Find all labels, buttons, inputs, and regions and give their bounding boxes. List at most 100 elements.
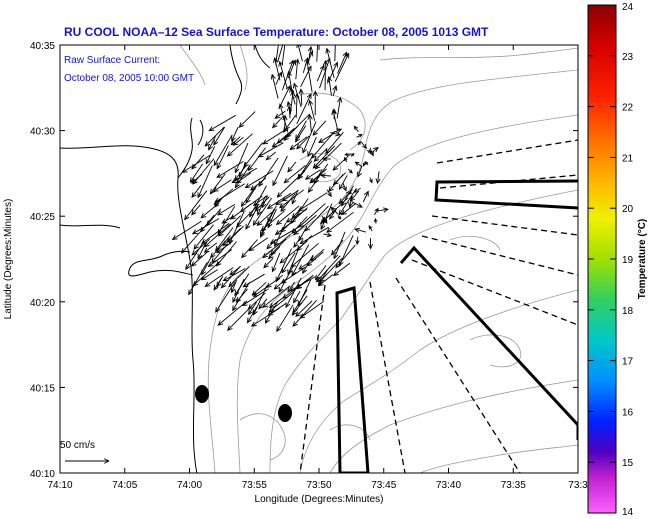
current-vector [292, 289, 308, 313]
current-vector-head [358, 134, 363, 138]
current-vector-head [204, 141, 211, 147]
current-vector-head [207, 261, 214, 268]
current-vector [290, 242, 319, 268]
current-vector-head [349, 196, 356, 202]
current-vector [326, 48, 335, 79]
current-vector-head [279, 258, 286, 264]
current-vector [248, 147, 267, 171]
current-vector [351, 201, 363, 208]
current-vector-head [239, 206, 246, 213]
current-vector [204, 223, 231, 248]
current-vector-head [299, 239, 306, 245]
current-vector [331, 128, 342, 134]
current-vector [281, 252, 296, 273]
current-vector-head [373, 217, 378, 223]
current-vector [291, 216, 308, 234]
current-vector-head [232, 305, 238, 312]
current-vector-head [216, 163, 222, 170]
current-vector [266, 274, 284, 288]
x-tick-label: 73:35 [501, 480, 526, 491]
current-vector-head [180, 247, 187, 254]
current-vector-head [383, 207, 389, 213]
x-axis-label: Longitude (Degrees:Minutes) [255, 494, 384, 505]
current-vector [377, 171, 380, 184]
current-vector-head [272, 180, 278, 187]
current-vector [229, 265, 242, 276]
current-vector-head [274, 113, 281, 119]
current-vector [337, 52, 348, 74]
current-vector-head [228, 238, 234, 245]
current-vector [369, 147, 379, 155]
current-vector [289, 136, 308, 150]
current-vector-head [184, 214, 190, 221]
current-vector [241, 239, 258, 258]
current-vector [287, 281, 295, 293]
current-vector-head [335, 131, 342, 137]
current-vector [281, 60, 294, 91]
current-vector [353, 187, 361, 193]
current-vector [201, 223, 230, 244]
current-vector-head [310, 255, 317, 262]
current-vector [289, 91, 294, 115]
current-vector-head [319, 64, 325, 71]
current-vector [267, 210, 275, 223]
current-vector [210, 173, 226, 195]
current-vector [302, 121, 317, 153]
current-vector [293, 290, 301, 303]
current-vector [269, 297, 284, 308]
current-vector [293, 83, 302, 108]
current-vector [241, 187, 256, 207]
current-vector [334, 53, 350, 82]
current-vector [342, 183, 347, 191]
current-vector-head [252, 309, 258, 316]
current-vector [279, 103, 289, 132]
current-vector [271, 74, 279, 99]
current-vector [245, 185, 258, 204]
current-vector [341, 185, 354, 206]
current-vector [279, 189, 305, 208]
current-vector-head [208, 126, 215, 132]
current-vector-head [215, 260, 222, 267]
current-vector-head [333, 253, 339, 260]
current-vector-head [318, 279, 324, 286]
current-vector-head [271, 122, 278, 129]
current-vector-head [298, 235, 304, 242]
current-vector [172, 220, 202, 240]
current-vector [276, 304, 294, 332]
current-vector [197, 244, 206, 259]
current-vector [312, 120, 327, 136]
current-vector [338, 189, 353, 204]
current-vector-head [226, 151, 233, 157]
current-vector [297, 154, 314, 180]
current-vector [295, 120, 307, 140]
current-vector [247, 306, 258, 323]
current-vector [191, 238, 211, 256]
current-vector-head [290, 262, 297, 268]
current-vector-head [275, 276, 281, 283]
current-vector-head [295, 311, 301, 318]
current-vector [184, 190, 208, 220]
current-vector [201, 256, 212, 275]
current-vector-head [296, 143, 302, 150]
current-vector-head [217, 228, 223, 235]
current-vector-head [292, 307, 298, 314]
current-vector-head [287, 269, 293, 276]
current-vector [287, 249, 299, 275]
current-vector-head [314, 178, 319, 185]
x-tick-label: 73:50 [306, 480, 331, 491]
scale-label: 50 cm/s [60, 440, 95, 451]
y-tick-label: 40:25 [30, 212, 55, 223]
current-vector-head [350, 152, 355, 157]
current-vector-head [248, 245, 255, 252]
current-vector-head [293, 242, 299, 249]
current-vector-head [266, 243, 272, 250]
current-vector-head [231, 178, 238, 184]
current-vector [238, 111, 256, 128]
current-vector-head [240, 201, 247, 208]
current-vector-head [327, 192, 332, 198]
current-vector [191, 185, 202, 198]
current-vector-head [309, 178, 316, 184]
current-vector [234, 165, 247, 181]
current-vector-head [348, 202, 354, 209]
current-vector-head [246, 317, 252, 324]
